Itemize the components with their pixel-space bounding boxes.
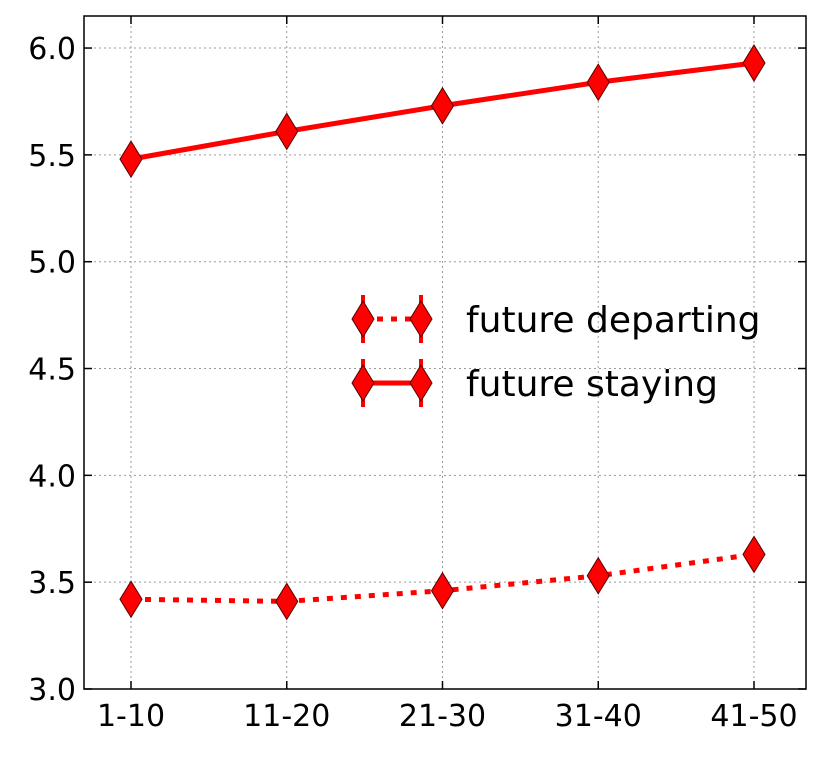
legend-marker bbox=[409, 364, 433, 402]
y-tick-label: 3.0 bbox=[28, 673, 76, 708]
legend-marker bbox=[351, 364, 375, 402]
plot-frame bbox=[83, 15, 807, 690]
data-point-marker bbox=[430, 86, 455, 125]
y-tick-label: 3.5 bbox=[28, 566, 76, 601]
legend-item: future staying bbox=[351, 359, 718, 407]
legend-label: future staying bbox=[466, 364, 718, 405]
series-1 bbox=[119, 44, 766, 179]
x-tick-label: 21-30 bbox=[399, 699, 486, 734]
data-point-marker bbox=[742, 535, 766, 574]
legend-marker bbox=[351, 300, 375, 338]
y-tick-label: 4.5 bbox=[28, 353, 76, 388]
x-tick-label: 1-10 bbox=[97, 699, 165, 734]
y-tick-label: 5.0 bbox=[28, 246, 76, 281]
y-tick-label: 6.0 bbox=[28, 32, 76, 67]
x-tick-label: 31-40 bbox=[555, 699, 642, 734]
y-tick-label: 4.0 bbox=[28, 459, 76, 494]
series-0 bbox=[119, 535, 766, 621]
legend-marker bbox=[409, 300, 433, 338]
grid bbox=[84, 16, 806, 690]
legend-label: future departing bbox=[466, 300, 761, 341]
data-point-marker bbox=[275, 582, 299, 621]
x-tick-label: 41-50 bbox=[710, 699, 797, 734]
y-tick-label: 5.5 bbox=[28, 139, 76, 174]
x-tick-label: 11-20 bbox=[243, 699, 330, 734]
data-point-marker bbox=[742, 44, 766, 82]
data-point-marker bbox=[586, 556, 610, 595]
data-point-marker bbox=[119, 580, 143, 619]
legend-item: future departing bbox=[351, 295, 761, 343]
series-layer bbox=[119, 44, 766, 621]
legend: future departing future staying bbox=[351, 295, 761, 407]
axis-ticks: 3.0 3.5 4.0 4.5 5.0 5.5 6.0 1-10 11-20 21-30 31-40… bbox=[28, 16, 806, 734]
data-point-marker bbox=[275, 112, 299, 151]
data-point-marker bbox=[119, 140, 143, 179]
data-point-marker bbox=[430, 571, 455, 610]
data-point-marker bbox=[586, 63, 610, 102]
